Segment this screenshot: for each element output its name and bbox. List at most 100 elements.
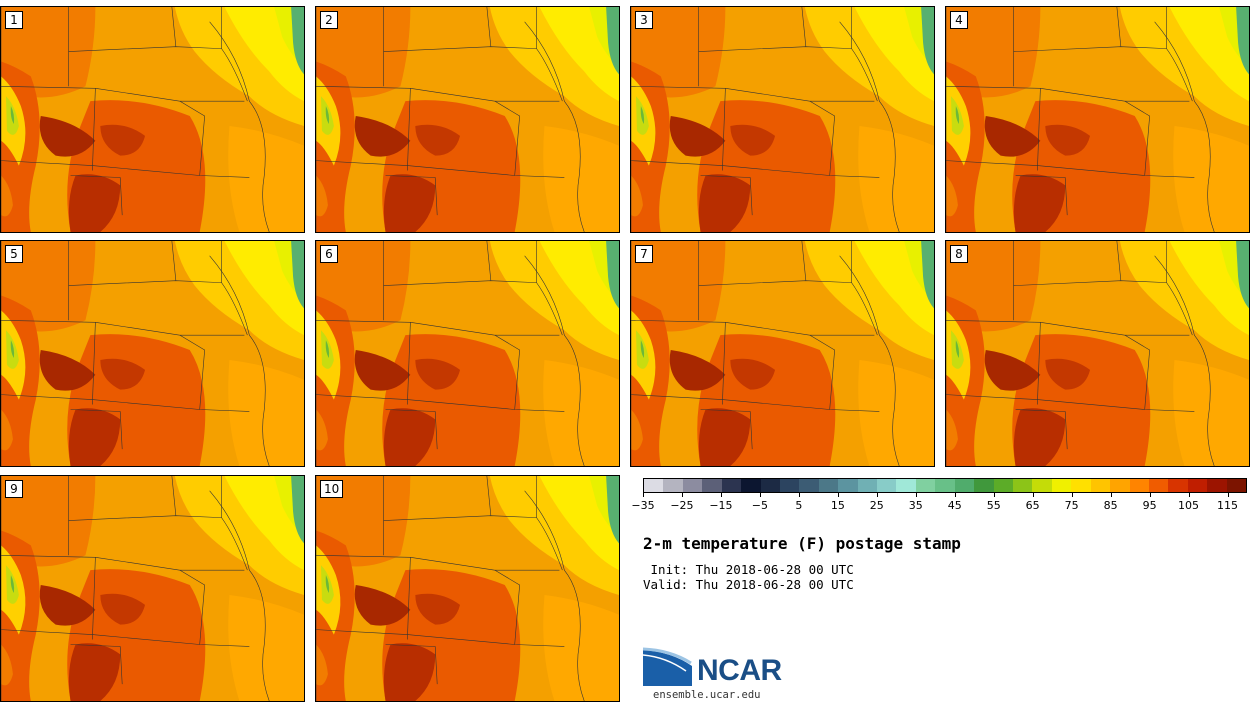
colorbar-swatch <box>857 479 878 492</box>
colorbar-swatch <box>915 479 936 492</box>
temperature-colorbar <box>643 478 1247 493</box>
member-number-label: 5 <box>5 245 23 263</box>
member-panel: 5 <box>0 240 305 467</box>
colorbar-swatch <box>954 479 975 492</box>
valid-time: Valid: Thu 2018-06-28 00 UTC <box>643 577 854 592</box>
colorbar-swatch <box>644 479 664 492</box>
colorbar-tick <box>643 493 644 497</box>
colorbar-swatch <box>974 479 994 492</box>
member-panel: 8 <box>945 240 1250 467</box>
colorbar-swatch <box>1129 479 1149 492</box>
colorbar-tick-label: −15 <box>709 499 733 512</box>
colorbar-tick <box>720 493 722 497</box>
colorbar-swatch <box>1168 479 1188 492</box>
colorbar-swatch <box>682 479 703 492</box>
colorbar-swatch <box>1226 479 1247 492</box>
member-number-label: 4 <box>950 11 968 29</box>
colorbar-tick <box>798 493 800 497</box>
member-panel: 3 <box>630 6 935 233</box>
member-panel: 6 <box>315 240 620 467</box>
ncar-logo-text: NCAR <box>697 654 782 687</box>
temperature-map <box>946 241 1249 466</box>
colorbar-ticks: −35 −25 −15 −5 5 15 25 35 45 55 65 75 85 95 105 115 <box>631 493 1247 513</box>
colorbar-swatch <box>1207 479 1227 492</box>
colorbar-tick-label: −5 <box>751 499 768 512</box>
member-panel: 7 <box>630 240 935 467</box>
member-number-label: 3 <box>635 11 653 29</box>
temperature-map <box>316 476 619 701</box>
member-number-label: 9 <box>5 480 23 498</box>
temperature-map <box>1 476 304 701</box>
init-time: Init: Thu 2018-06-28 00 UTC <box>643 562 854 577</box>
colorbar-swatch <box>877 479 897 492</box>
member-panel: 4 <box>945 6 1250 233</box>
colorbar-swatch <box>1071 479 1091 492</box>
colorbar-tick <box>1227 493 1229 497</box>
colorbar-tick-label: 35 <box>908 499 923 512</box>
temperature-map <box>946 7 1249 232</box>
colorbar-swatch <box>1187 479 1208 492</box>
member-panel: 10 <box>315 475 620 702</box>
colorbar-swatch <box>1032 479 1052 492</box>
colorbar-swatch <box>935 479 955 492</box>
colorbar-tick-label: 45 <box>947 499 962 512</box>
colorbar-swatch <box>760 479 780 492</box>
colorbar-swatch <box>663 479 683 492</box>
colorbar-swatch <box>818 479 839 492</box>
colorbar-swatch <box>1051 479 1072 492</box>
colorbar-tick-label: 25 <box>869 499 884 512</box>
member-panel: 2 <box>315 6 620 233</box>
colorbar-tick-label: 115 <box>1217 499 1239 512</box>
colorbar-swatch <box>838 479 858 492</box>
colorbar-tick <box>1110 493 1112 497</box>
colorbar-tick <box>759 493 761 497</box>
colorbar-tick <box>915 493 917 497</box>
temperature-map <box>316 241 619 466</box>
colorbar-swatch <box>993 479 1014 492</box>
colorbar-swatch <box>741 479 761 492</box>
colorbar-tick <box>1149 493 1151 497</box>
member-number-label: 7 <box>635 245 653 263</box>
member-number-label: 1 <box>5 11 23 29</box>
colorbar-tick <box>954 493 956 497</box>
colorbar-swatch <box>896 479 916 492</box>
figure-title: 2-m temperature (F) postage stamp <box>643 534 961 553</box>
temperature-map <box>316 7 619 232</box>
colorbar-swatch <box>1148 479 1169 492</box>
member-number-label: 8 <box>950 245 968 263</box>
colorbar-swatch <box>1013 479 1033 492</box>
colorbar-swatch <box>779 479 800 492</box>
colorbar-tick-label: 105 <box>1178 499 1200 512</box>
colorbar-tick <box>1032 493 1034 497</box>
site-url: ensemble.ucar.edu <box>653 689 761 701</box>
colorbar-tick-label: 55 <box>986 499 1001 512</box>
colorbar-tick-label: 85 <box>1103 499 1118 512</box>
colorbar-tick-label: −35 <box>631 499 655 512</box>
member-number-label: 10 <box>320 480 344 498</box>
colorbar-tick-label: 75 <box>1064 499 1079 512</box>
colorbar-tick-label: 65 <box>1025 499 1040 512</box>
colorbar-tick <box>1071 493 1073 497</box>
colorbar-tick-label: 15 <box>830 499 845 512</box>
member-panel: 1 <box>0 6 305 233</box>
colorbar-tick <box>993 493 995 497</box>
temperature-map <box>1 241 304 466</box>
temperature-map <box>1 7 304 232</box>
colorbar-tick-label: 95 <box>1142 499 1157 512</box>
colorbar-tick-label: −25 <box>670 499 694 512</box>
colorbar-swatch <box>702 479 722 492</box>
member-panel: 9 <box>0 475 305 702</box>
temperature-map <box>631 241 934 466</box>
member-number-label: 2 <box>320 11 338 29</box>
temperature-map <box>631 7 934 232</box>
ncar-logo-icon <box>642 647 692 686</box>
colorbar-swatch <box>1110 479 1130 492</box>
colorbar-swatch <box>721 479 742 492</box>
colorbar-tick-label: 5 <box>795 499 803 512</box>
colorbar-swatch <box>799 479 819 492</box>
member-number-label: 6 <box>320 245 338 263</box>
colorbar-swatch <box>1090 479 1111 492</box>
colorbar-tick <box>876 493 878 497</box>
colorbar-tick <box>837 493 839 497</box>
colorbar-tick <box>681 493 683 497</box>
